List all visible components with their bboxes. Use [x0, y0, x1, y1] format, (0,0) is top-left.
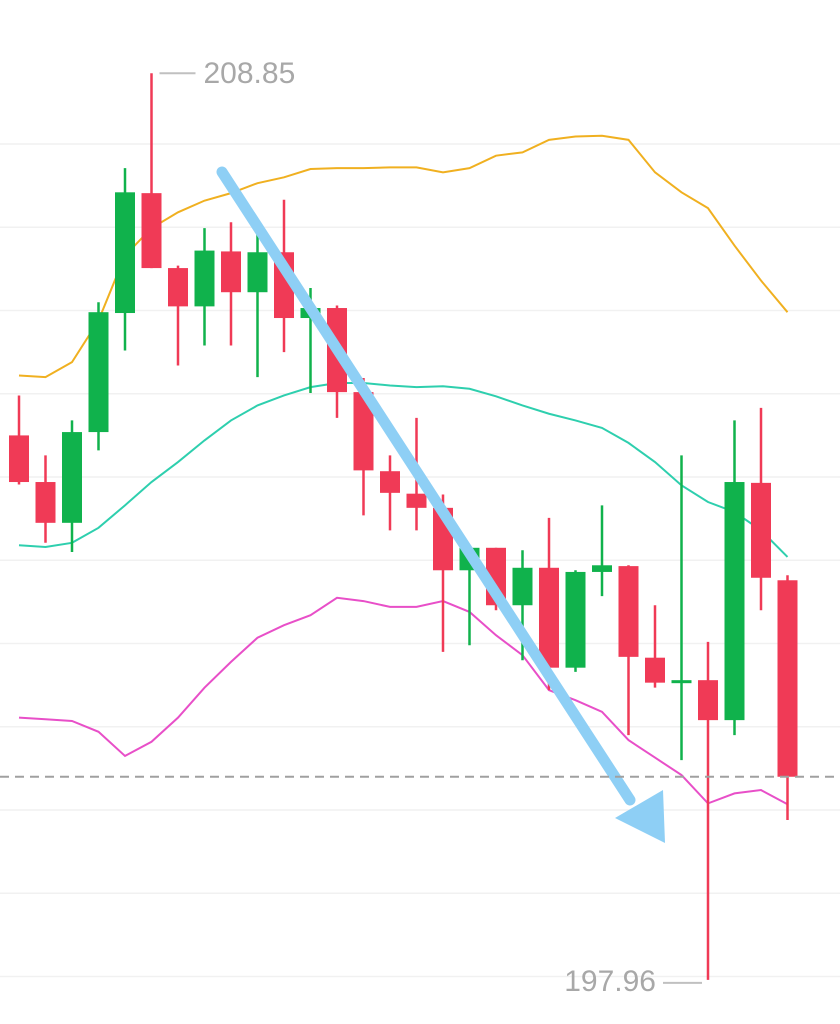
candle-body [698, 680, 718, 721]
annotation-label: 208.85 [204, 57, 296, 90]
candle-body [88, 312, 109, 433]
candle-body [247, 252, 268, 293]
grid [0, 143, 840, 978]
arrow-shaft [216, 166, 636, 806]
candle-body [35, 482, 56, 523]
candle-body [724, 482, 745, 721]
candle-body [141, 193, 162, 269]
candle-body [62, 432, 82, 523]
candle-body [115, 192, 135, 314]
candle-body [565, 571, 586, 668]
candle-body [618, 566, 639, 657]
candle-body [512, 567, 533, 606]
annotation-label: 197.96 [564, 965, 656, 998]
candles [9, 73, 798, 980]
candle-body [406, 493, 427, 508]
candle-body [645, 657, 665, 683]
trend-arrow [216, 166, 665, 843]
candle-body [592, 565, 612, 572]
candle-body [539, 567, 559, 668]
candle-body [168, 268, 188, 307]
candle-body [353, 392, 374, 471]
band-line [18, 381, 789, 558]
candle-body [751, 482, 771, 578]
band-line [18, 596, 788, 806]
candle-body [9, 435, 29, 483]
annotations: 208.85 197.96 [0, 57, 840, 998]
candle-body [671, 680, 692, 684]
candle-body [380, 471, 400, 493]
candle-body [777, 580, 798, 777]
arrow-head [615, 790, 665, 843]
candle-body [221, 251, 241, 293]
candle-body [194, 250, 215, 307]
